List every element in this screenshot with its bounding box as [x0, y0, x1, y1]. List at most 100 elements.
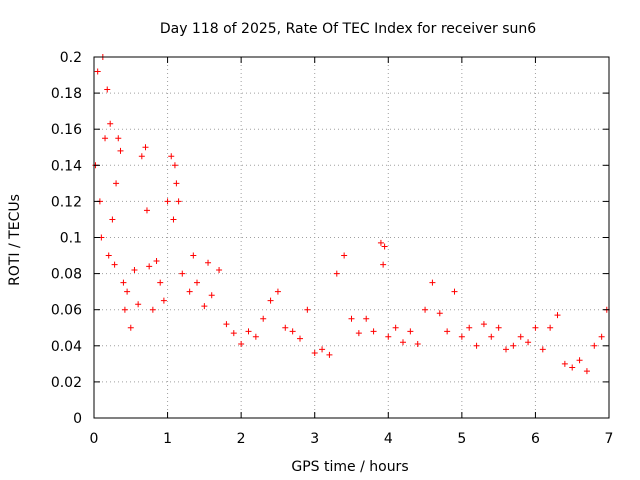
data-point — [561, 360, 568, 367]
data-point — [326, 351, 333, 358]
data-point — [436, 310, 443, 317]
x-tick-label: 2 — [237, 431, 246, 447]
x-tick-label: 3 — [310, 431, 319, 447]
data-point — [576, 357, 583, 364]
data-point — [135, 301, 142, 308]
y-tick-label: 0.18 — [51, 86, 82, 102]
data-point — [175, 198, 182, 205]
data-point — [380, 261, 387, 268]
data-point — [591, 342, 598, 349]
data-point — [414, 340, 421, 347]
data-point — [319, 346, 326, 353]
data-point — [111, 261, 118, 268]
data-point — [120, 279, 127, 286]
y-tick-label: 0.14 — [51, 158, 82, 174]
data-point — [444, 328, 451, 335]
data-point — [400, 339, 406, 346]
data-point — [171, 162, 178, 169]
data-point — [598, 333, 605, 340]
data-point — [238, 340, 245, 347]
x-tick-label: 4 — [384, 431, 393, 447]
grid-layer — [94, 57, 609, 418]
data-point — [168, 153, 175, 160]
data-point — [525, 339, 532, 346]
data-point — [223, 321, 230, 328]
data-point — [539, 346, 546, 353]
data-point — [190, 252, 197, 259]
data-point — [94, 68, 101, 75]
y-tick-labels: 0 0.02 0.04 0.06 0.08 0.1 0.12 0.14 0.16 0.18 0.2 — [51, 50, 82, 427]
y-tick-label: 0.02 — [51, 375, 82, 391]
y-tick-label: 0.08 — [51, 267, 82, 283]
y-axis-label: ROTI / TECUs — [7, 194, 23, 286]
data-point — [160, 297, 167, 304]
data-point — [381, 243, 388, 250]
data-point — [146, 263, 153, 270]
data-point — [510, 342, 517, 349]
data-point — [173, 180, 180, 187]
data-point — [532, 324, 539, 331]
data-point — [377, 239, 384, 246]
data-point — [517, 333, 524, 340]
data-point — [245, 328, 252, 335]
plot-frame — [93, 56, 610, 419]
data-point — [153, 257, 160, 264]
data-point — [109, 216, 116, 223]
data-point — [149, 306, 156, 313]
data-point — [107, 120, 114, 127]
data-point — [554, 312, 561, 319]
data-point — [230, 330, 237, 337]
data-point — [138, 153, 145, 160]
data-point — [252, 333, 259, 340]
x-tick-label: 0 — [90, 431, 99, 447]
data-point — [282, 324, 289, 331]
data-point — [105, 252, 112, 259]
y-tick-label: 0.16 — [51, 122, 82, 138]
data-point — [127, 324, 134, 331]
data-point — [392, 324, 399, 331]
x-axis-label: GPS time / hours — [291, 459, 408, 475]
data-point — [142, 144, 149, 151]
data-point — [311, 350, 318, 357]
data-points — [92, 54, 610, 375]
data-point — [488, 333, 495, 340]
data-point — [422, 306, 429, 313]
data-point — [355, 330, 362, 337]
data-point — [157, 279, 164, 286]
data-point — [124, 288, 131, 295]
y-tick-label: 0.12 — [51, 194, 82, 210]
data-point — [348, 315, 355, 322]
data-point — [333, 270, 340, 277]
data-point — [186, 288, 193, 295]
data-point — [104, 86, 111, 93]
data-point — [201, 303, 208, 310]
y-tick-label: 0.04 — [51, 339, 82, 355]
data-point — [131, 266, 138, 273]
data-point — [113, 180, 120, 187]
data-point — [164, 198, 171, 205]
data-point — [205, 259, 212, 266]
data-point — [569, 364, 576, 371]
data-point — [466, 324, 473, 331]
data-point — [194, 279, 200, 286]
data-point — [143, 207, 150, 214]
data-point — [429, 279, 436, 286]
data-point — [208, 292, 215, 299]
data-point — [297, 335, 303, 342]
chart-title: Day 118 of 2025, Rate Of TEC Index for r… — [160, 21, 536, 37]
data-point — [451, 288, 458, 295]
data-point — [407, 328, 414, 335]
data-point — [216, 266, 223, 273]
data-point — [495, 324, 502, 331]
data-point — [289, 328, 296, 335]
data-point — [503, 346, 509, 353]
data-point — [385, 333, 392, 340]
data-point — [117, 147, 124, 154]
data-point — [115, 135, 122, 142]
x-tick-label: 5 — [457, 431, 466, 447]
axis-ticks — [93, 56, 610, 419]
data-point — [341, 252, 348, 259]
data-point — [363, 315, 370, 322]
data-point — [547, 324, 554, 331]
x-tick-label: 1 — [163, 431, 172, 447]
